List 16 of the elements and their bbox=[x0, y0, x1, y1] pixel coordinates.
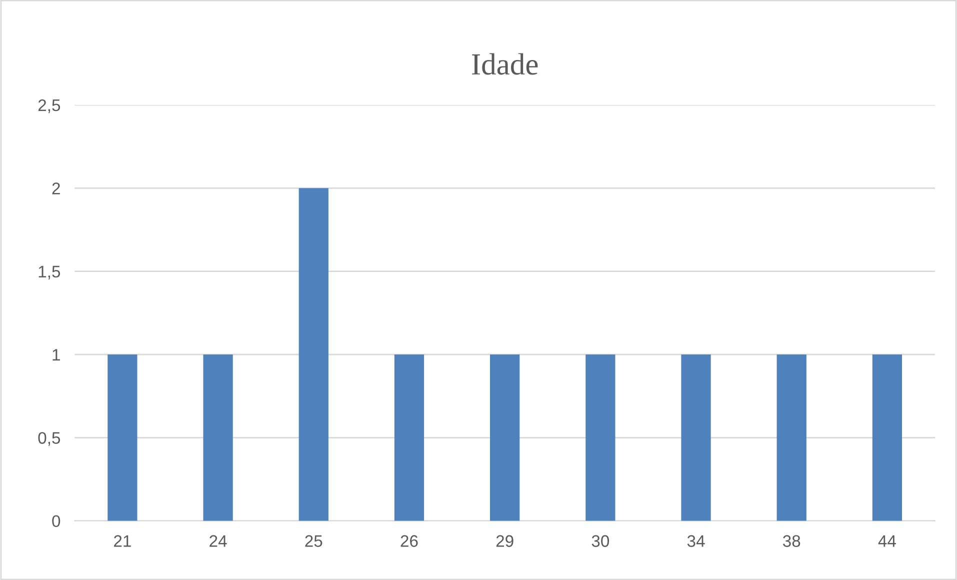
y-tick-label: 1 bbox=[52, 349, 60, 361]
x-tick-label: 29 bbox=[496, 535, 514, 547]
y-tick-label: 2 bbox=[52, 182, 60, 194]
y-tick-label: 1,5 bbox=[38, 266, 60, 280]
y-tick-label: 0,5 bbox=[38, 432, 60, 446]
x-tick-label: 25 bbox=[305, 535, 322, 547]
x-tick-label: 30 bbox=[592, 535, 610, 547]
chart-title: Idade bbox=[472, 53, 538, 75]
x-tick-label: 24 bbox=[210, 535, 227, 547]
x-tick-label: 26 bbox=[400, 535, 418, 547]
x-tick-label: 38 bbox=[782, 535, 800, 547]
x-tick-label: 44 bbox=[878, 535, 896, 547]
y-tick-label: 2,5 bbox=[38, 99, 60, 114]
x-tick-label: 34 bbox=[687, 535, 705, 547]
y-tick-label: 0 bbox=[52, 515, 60, 528]
x-tick-label: 21 bbox=[114, 535, 131, 547]
